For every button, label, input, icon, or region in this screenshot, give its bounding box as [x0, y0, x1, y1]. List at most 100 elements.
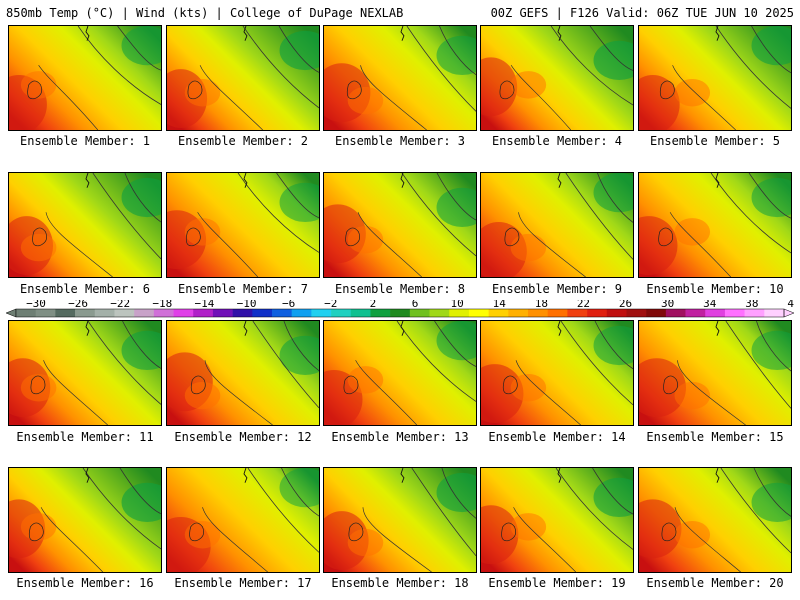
colorbar-segment	[764, 309, 785, 317]
colorbar-segment	[409, 309, 430, 317]
temperature-map-field	[324, 468, 476, 572]
ensemble-member-label: Ensemble Member: 14	[488, 430, 626, 444]
ensemble-member-map	[480, 25, 634, 131]
colorbar-left-arrow	[6, 308, 17, 318]
ensemble-member-label: Ensemble Member: 8	[334, 282, 466, 296]
ensemble-member-label: Ensemble Member: 10	[646, 282, 784, 296]
temperature-map-field	[324, 26, 476, 130]
ensemble-member-map	[8, 320, 162, 426]
colorbar-tick-label: −6	[282, 300, 295, 310]
temperature-colorbar: −30 −26 −22 −18 −14 −10 −6 −2 2 6 10 14 18 22 26 30 34 38…	[6, 300, 794, 318]
colorbar-segment	[547, 309, 568, 317]
ensemble-member-label: Ensemble Member: 9	[491, 282, 623, 296]
ensemble-member-map	[480, 467, 634, 573]
ensemble-member-map	[480, 320, 634, 426]
colorbar-segment	[232, 309, 253, 317]
colorbar-tick-label: −22	[110, 300, 130, 310]
colorbar-segment	[429, 309, 450, 317]
colorbar-right-arrow	[783, 308, 794, 318]
colorbar-segment	[173, 309, 194, 317]
colorbar-segment	[272, 309, 292, 317]
ensemble-member-label: Ensemble Member: 17	[174, 576, 312, 590]
colorbar-tick-label: −14	[195, 300, 215, 310]
colorbar-segment	[685, 309, 706, 317]
ensemble-member-label: Ensemble Member: 18	[331, 576, 469, 590]
colorbar-segment	[744, 309, 765, 317]
colorbar-tick-label: 6	[412, 300, 419, 310]
ensemble-member-label: Ensemble Member: 15	[646, 430, 784, 444]
colorbar-segment	[35, 309, 56, 317]
colorbar-tick-label: 14	[493, 300, 507, 310]
colorbar-segment	[311, 309, 332, 317]
ensemble-member-map	[8, 172, 162, 278]
ensemble-member-map	[166, 320, 320, 426]
colorbar-segment	[390, 309, 411, 317]
colorbar-segment	[114, 309, 135, 317]
ensemble-member-map	[166, 467, 320, 573]
colorbar-tick-label: 18	[535, 300, 548, 310]
temperature-map-field	[167, 26, 319, 130]
colorbar-segment	[212, 309, 233, 317]
ensemble-member-label: Ensemble Member: 7	[177, 282, 309, 296]
colorbar-tick-label: 22	[577, 300, 590, 310]
ensemble-member-map	[638, 172, 792, 278]
colorbar-segment	[488, 309, 509, 317]
colorbar-segment	[587, 309, 608, 317]
ensemble-member-map	[323, 25, 477, 131]
colorbar-segment	[665, 309, 686, 317]
colorbar-segment	[705, 309, 726, 317]
chart-title: 850mb Temp (°C) | Wind (kts) | College o…	[6, 6, 404, 20]
temperature-map-field	[324, 173, 476, 277]
temperature-map-field	[167, 468, 319, 572]
ensemble-member-label: Ensemble Member: 19	[488, 576, 626, 590]
colorbar-tick-label: 2	[370, 300, 377, 310]
colorbar-segment	[626, 309, 647, 317]
colorbar-segment	[350, 309, 371, 317]
colorbar-segment	[370, 309, 391, 317]
colorbar-segment	[567, 309, 588, 317]
ensemble-member-label: Ensemble Member: 5	[649, 134, 781, 148]
ensemble-member-label: Ensemble Member: 6	[19, 282, 151, 296]
ensemble-member-map	[166, 172, 320, 278]
ensemble-member-map	[638, 320, 792, 426]
ensemble-member-map	[323, 320, 477, 426]
ensemble-member-map	[638, 467, 792, 573]
ensemble-member-map	[8, 25, 162, 131]
colorbar-tick-label: 26	[619, 300, 632, 310]
temperature-map-field	[9, 26, 161, 130]
ensemble-member-label: Ensemble Member: 20	[646, 576, 784, 590]
colorbar-segment	[134, 309, 155, 317]
colorbar-tick-label: −2	[324, 300, 337, 310]
colorbar-segment	[94, 309, 115, 317]
temperature-map-field	[324, 321, 476, 425]
ensemble-member-label: Ensemble Member: 4	[491, 134, 623, 148]
ensemble-member-label: Ensemble Member: 13	[331, 430, 469, 444]
temperature-map-field	[481, 468, 633, 572]
colorbar-tick-label: −30	[26, 300, 46, 310]
colorbar-segment	[331, 309, 352, 317]
colorbar-segment	[193, 309, 214, 317]
temperature-map-field	[9, 468, 161, 572]
ensemble-member-label: Ensemble Member: 3	[334, 134, 466, 148]
temperature-map-field	[167, 321, 319, 425]
colorbar-segment	[16, 309, 36, 317]
ensemble-member-label: Ensemble Member: 16	[16, 576, 154, 590]
temperature-map-field	[481, 26, 633, 130]
ensemble-member-label: Ensemble Member: 11	[16, 430, 154, 444]
colorbar-segment	[508, 309, 529, 317]
temperature-map-field	[481, 173, 633, 277]
colorbar-segment	[449, 309, 470, 317]
colorbar-segment	[55, 309, 76, 317]
temperature-map-field	[9, 173, 161, 277]
colorbar-segment	[606, 309, 627, 317]
temperature-map-field	[639, 173, 791, 277]
colorbar-tick-label: −18	[152, 300, 172, 310]
ensemble-member-map	[480, 172, 634, 278]
ensemble-member-map	[8, 467, 162, 573]
colorbar-segment	[528, 309, 548, 317]
colorbar-segment	[153, 309, 174, 317]
colorbar-tick-label: 42	[787, 300, 794, 310]
run-info: 00Z GEFS | F126 Valid: 06Z TUE JUN 10 20…	[490, 6, 794, 20]
colorbar-segment	[724, 309, 745, 317]
colorbar-tick-label: −10	[237, 300, 257, 310]
